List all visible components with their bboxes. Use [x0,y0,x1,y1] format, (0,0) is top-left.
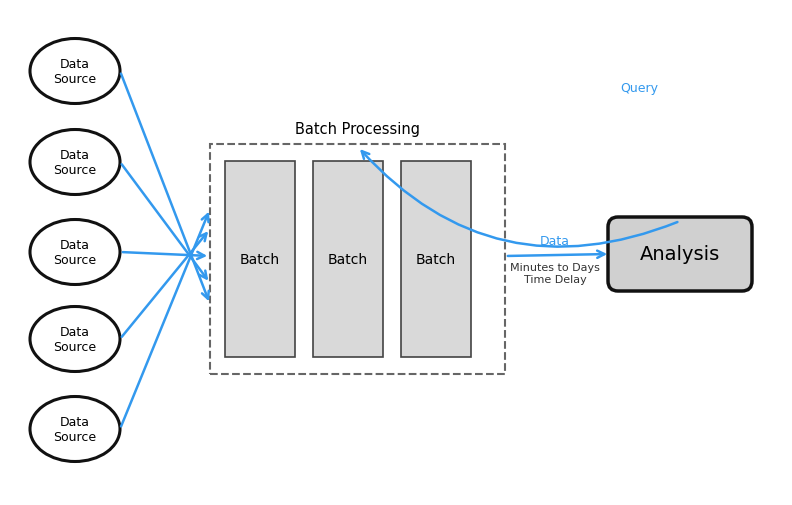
Text: Batch: Batch [416,252,456,267]
Text: Data
Source: Data Source [53,238,97,267]
FancyArrowPatch shape [122,234,207,337]
FancyArrowPatch shape [121,215,208,427]
Bar [401,162,471,358]
FancyArrowPatch shape [122,165,207,279]
Text: Minutes to Days
Time Delay: Minutes to Days Time Delay [510,263,600,284]
FancyArrowPatch shape [121,74,209,299]
Text: Data: Data [540,234,570,247]
Text: Data
Source: Data Source [53,415,97,443]
Bar [225,162,295,358]
FancyArrowPatch shape [123,252,204,260]
Text: Batch Processing: Batch Processing [295,122,420,137]
Text: Batch: Batch [328,252,368,267]
FancyBboxPatch shape [608,218,752,291]
Ellipse shape [30,130,120,195]
Text: Batch: Batch [240,252,280,267]
Text: Query: Query [620,81,658,94]
FancyArrowPatch shape [362,152,677,247]
Ellipse shape [30,39,120,105]
Text: Data
Source: Data Source [53,58,97,86]
Ellipse shape [30,307,120,372]
Bar [210,145,505,374]
Bar [313,162,383,358]
Ellipse shape [30,397,120,462]
Text: Analysis: Analysis [640,245,720,264]
Ellipse shape [30,220,120,285]
Text: Data
Source: Data Source [53,325,97,354]
Text: Data
Source: Data Source [53,148,97,177]
